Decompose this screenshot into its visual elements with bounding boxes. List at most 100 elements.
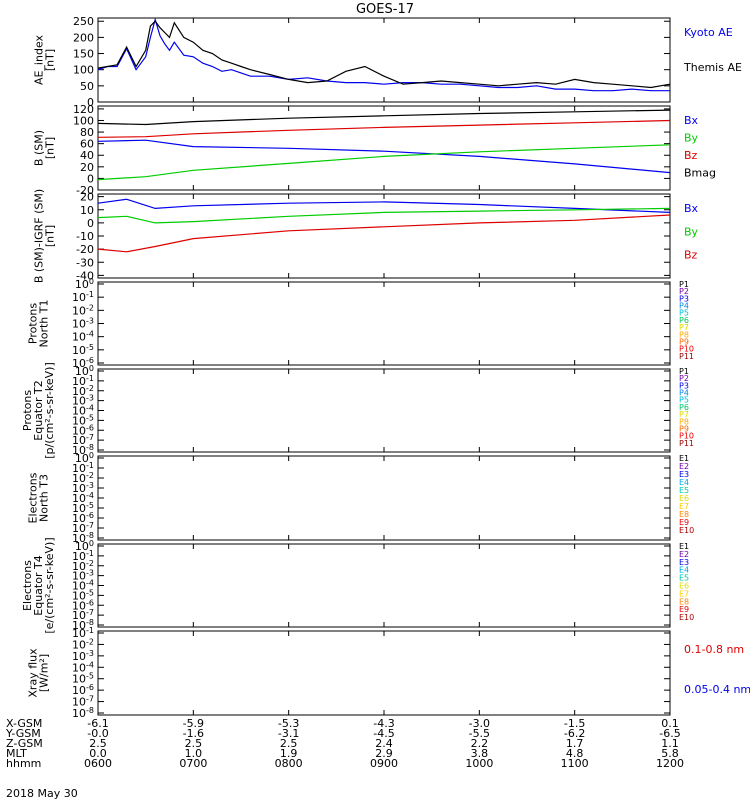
ephemeris-value: -4.3: [373, 717, 394, 730]
legend-channel: E5: [679, 574, 689, 583]
legend-channel: E6: [679, 494, 689, 503]
y-tick-label: 10-5: [72, 501, 94, 515]
ephemeris-value: 0700: [179, 757, 207, 770]
ephemeris-value: -6.1: [87, 717, 108, 730]
y-tick-label: 10-6: [72, 683, 94, 697]
legend-channel: P8: [679, 417, 689, 426]
panel-frame: [97, 543, 671, 628]
y-axis-label: AE_index: [33, 34, 46, 85]
y-tick-label: -40: [76, 269, 94, 282]
ephemeris-value: -5.3: [278, 717, 299, 730]
y-tick-label: 10-5: [72, 413, 94, 427]
y-tick-label: 10-8: [72, 531, 94, 545]
panel-frame: [97, 368, 671, 453]
y-tick-label: 10-1: [72, 626, 94, 640]
legend-channel: P11: [679, 352, 694, 361]
series-line-bmag: [97, 109, 671, 126]
series-line-themis-ae: [97, 20, 671, 89]
ephemeris-value: 2.2: [471, 737, 489, 750]
y-tick-label: 200: [73, 31, 94, 44]
ephemeris-row-label: Z-GSM: [6, 737, 43, 750]
legend-channel: P11: [679, 439, 694, 448]
ephemeris-value: 2.5: [89, 737, 107, 750]
y-tick-label: 10-3: [72, 394, 94, 408]
y-tick-label: 10-6: [72, 423, 94, 437]
y-tick-label: 0: [87, 217, 94, 230]
ephemeris-value: -5.5: [469, 727, 490, 740]
y-tick-label: 10-8: [72, 443, 94, 457]
legend-kyoto-ae: Kyoto AE: [684, 26, 733, 39]
legend-channel: 0.1-0.8 nm: [684, 643, 744, 656]
legend-channel: P8: [679, 330, 689, 339]
y-axis-label: North T1: [38, 300, 51, 348]
y-tick-label: 10-7: [72, 608, 94, 622]
y-tick-label: 100: [75, 451, 94, 465]
y-tick-label: 10-1: [72, 374, 94, 388]
x-axis-labels: X-GSMY-GSMZ-GSMMLThhmm-6.1-0.02.50.00600…: [5, 717, 684, 770]
y-tick-label: 10: [80, 204, 94, 217]
legend-channel: P6: [679, 403, 689, 412]
legend-channel: E8: [679, 510, 689, 519]
legend-bmag: Bmag: [684, 167, 716, 180]
ephemeris-value: -4.5: [373, 727, 394, 740]
panel-frame: [97, 455, 671, 541]
y-tick-label: -20: [76, 243, 94, 256]
ephemeris-value: -0.0: [87, 727, 108, 740]
ephemeris-value: 1100: [561, 757, 589, 770]
y-tick-label: 10-4: [72, 491, 94, 505]
ephemeris-value: 0600: [84, 757, 112, 770]
panel-frame: [97, 630, 671, 716]
series-line-bx: [97, 198, 671, 213]
y-tick-label: 10-5: [72, 343, 94, 357]
y-tick-label: 10-3: [72, 317, 94, 331]
y-tick-label: 150: [73, 48, 94, 61]
series-line-bz: [97, 119, 671, 138]
legend-by: By: [684, 225, 699, 238]
y-axis-label: [nT]: [44, 49, 57, 71]
series-line-bz: [97, 214, 671, 253]
ephemeris-value: 4.8: [566, 747, 584, 760]
ephemeris-value: 1000: [465, 757, 493, 770]
ephemeris-value: 1.0: [185, 747, 203, 760]
y-axis-label: [p/(cm²-s-sr-keV)]: [43, 362, 56, 459]
y-axis-label: B (SM): [33, 130, 46, 166]
series-line-bx: [97, 139, 671, 174]
legend-channel: E1: [679, 454, 689, 463]
legend-bz: Bz: [684, 249, 698, 262]
legend-channel: E2: [679, 550, 689, 559]
y-tick-label: -30: [76, 256, 94, 269]
ephemeris-value: 1.1: [661, 737, 679, 750]
ephemeris-value: -6.2: [564, 727, 585, 740]
y-tick-label: 10-2: [72, 384, 94, 398]
date-label: 2018 May 30: [6, 787, 78, 800]
legend-channel: E4: [679, 478, 689, 487]
y-tick-label: 10-4: [72, 404, 94, 418]
legend-bx: Bx: [684, 114, 699, 127]
y-tick-label: 10-2: [72, 303, 94, 317]
y-tick-label: 100: [73, 64, 94, 77]
y-tick-label: 100: [75, 364, 94, 378]
ephemeris-value: 1.7: [566, 737, 584, 750]
ephemeris-value: -6.5: [659, 727, 680, 740]
y-tick-label: 10-1: [72, 549, 94, 563]
y-tick-label: 10-7: [72, 433, 94, 447]
y-tick-label: 10-5: [72, 588, 94, 602]
legend-channel: E3: [679, 470, 689, 479]
legend-channel: E9: [679, 518, 689, 527]
y-tick-label: 10-7: [72, 695, 94, 709]
y-tick-label: 10-6: [72, 356, 94, 370]
legend-channel: E7: [679, 502, 689, 511]
ephemeris-value: 2.9: [375, 747, 393, 760]
ephemeris-value: 1200: [656, 757, 684, 770]
y-axis-label: Protons: [27, 303, 40, 344]
y-tick-label: 10-4: [72, 579, 94, 593]
y-tick-label: 10-2: [72, 471, 94, 485]
series-line-by: [97, 207, 671, 224]
y-tick-label: 100: [75, 277, 94, 291]
y-tick-label: 10-4: [72, 330, 94, 344]
